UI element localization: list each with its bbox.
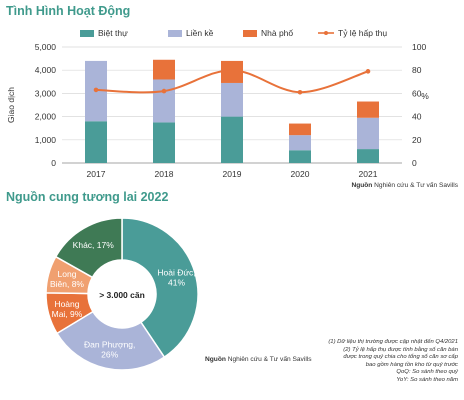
y2-tick-label: 80 (412, 65, 422, 75)
donut-slice-label: Hoàng (54, 299, 79, 309)
footnote-line: bao gồm hàng tồn kho từ quý trước (365, 361, 458, 368)
footnotes: (1) Dữ liệu thị trường được cập nhật đến… (300, 339, 458, 385)
footnote-line: YoY: So sánh theo năm (396, 376, 458, 383)
bar-biệt-thự (289, 150, 311, 163)
legend-label: Tỷ lệ hấp thụ (338, 28, 387, 38)
donut-slice-label: Đan Phượng, (84, 340, 135, 350)
bar-biệt-thự (357, 149, 379, 163)
y2-tick-label: 0 (412, 158, 417, 168)
x-tick-label: 2018 (155, 169, 174, 179)
x-tick-label: 2021 (359, 169, 378, 179)
donut-slice-hoài-đức (121, 217, 199, 359)
source-note: Nguồn Nghiên cứu & Tư vấn Savills (351, 180, 458, 189)
y2-axis-label: % (421, 91, 429, 101)
donut-slice-label: Mai, 9% (52, 309, 83, 319)
chart-title-activity: Tình Hình Hoạt Động (6, 4, 131, 18)
donut-slice-đan-phượng (55, 310, 166, 371)
y-tick-label: 0 (51, 158, 56, 168)
donut-slice-label: 41% (168, 277, 185, 287)
bar-biệt-thự (153, 122, 175, 163)
bar-nhà-phố (153, 59, 175, 80)
donut-slice-label: Long (58, 269, 77, 279)
line-point (93, 87, 99, 93)
legend-line-marker (324, 31, 328, 35)
bar-nhà-phố (289, 123, 311, 136)
legend-label: Biệt thự (98, 28, 128, 38)
donut-center-label: > 3.000 căn (99, 290, 145, 300)
line-point (161, 88, 167, 94)
x-tick-label: 2019 (223, 169, 242, 179)
donut-slice-khác (54, 217, 123, 279)
y-tick-label: 3,000 (35, 88, 57, 98)
legend-swatch (243, 30, 257, 37)
footnote-line: (2) Tỷ lệ hấp thụ được tính bằng số căn … (343, 346, 458, 353)
legend-swatch (168, 30, 182, 37)
donut-slice-label: Hoài Đức, (157, 267, 195, 277)
y-tick-label: 2,000 (35, 112, 57, 122)
x-tick-label: 2017 (87, 169, 106, 179)
line-point (297, 89, 303, 95)
legend-label: Liền kề (186, 28, 214, 38)
line-point (229, 67, 235, 73)
bar-biệt-thự (221, 116, 243, 163)
y-axis-label: Giao dịch (6, 87, 16, 123)
bar-liền-kề (221, 82, 243, 117)
bar-nhà-phố (357, 101, 379, 118)
footnote-line: QoQ: So sánh theo quý (396, 369, 458, 376)
y2-tick-label: 40 (412, 112, 422, 122)
x-tick-label: 2020 (291, 169, 310, 179)
bar-liền-kề (153, 79, 175, 123)
footnote-line: (1) Dữ liệu thị trường được cập nhật đến… (328, 339, 458, 345)
y2-tick-label: 20 (412, 135, 422, 145)
bar-liền-kề (289, 135, 311, 151)
chart-title-future-supply: Nguồn cung tương lai 2022 (6, 190, 169, 204)
donut-slice-label: Khác, 17% (73, 240, 115, 250)
donut-slice-label: 26% (101, 350, 118, 360)
y-tick-label: 1,000 (35, 135, 57, 145)
legend-label: Nhà phố (261, 28, 293, 38)
bar-biệt-thự (85, 121, 107, 163)
donut-slice-label: Biên, 8% (50, 279, 84, 289)
legend-swatch (80, 30, 94, 37)
footnote-line: được trong quý chia cho tổng số căn sơ c… (343, 354, 458, 361)
bar-liền-kề (357, 117, 379, 150)
y2-tick-label: 60 (412, 88, 422, 98)
line-point (365, 69, 371, 74)
y2-tick-label: 100 (412, 42, 426, 52)
y-tick-label: 4,000 (35, 65, 57, 75)
y-tick-label: 5,000 (35, 42, 57, 52)
source-note: Nguồn Nghiên cứu & Tư vấn Savills (205, 354, 312, 363)
